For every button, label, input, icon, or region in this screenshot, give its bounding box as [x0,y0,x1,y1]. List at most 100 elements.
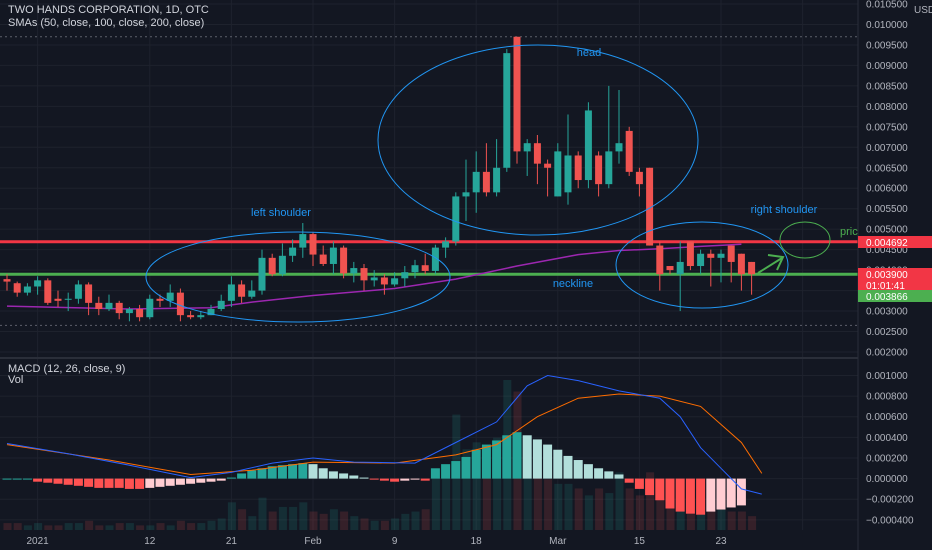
candle[interactable] [54,290,62,307]
macd-histogram-bar[interactable] [543,444,553,479]
macd-histogram-bar[interactable] [706,478,716,512]
candle[interactable] [615,89,623,164]
macd-histogram-bar[interactable] [512,432,522,479]
macd-histogram-bar[interactable] [216,478,226,481]
macd-histogram-bar[interactable] [624,478,634,483]
candle[interactable] [125,306,133,322]
candle[interactable] [442,237,450,258]
pattern-annotations[interactable]: head left shoulder right shoulder neckli… [145,44,858,323]
macd-histogram-bar[interactable] [716,478,726,510]
macd-histogram-bar[interactable] [155,478,165,487]
candle[interactable] [340,245,348,279]
candle[interactable] [350,261,358,283]
candle[interactable] [748,261,756,295]
candle[interactable] [136,304,144,322]
macd-histogram-bar[interactable] [186,478,196,484]
macd-histogram-bar[interactable] [247,470,257,479]
macd-histogram-bar[interactable] [379,478,389,481]
macd-histogram-bar[interactable] [267,466,277,479]
macd-histogram-bar[interactable] [237,473,247,479]
macd-histogram-bar[interactable] [553,449,563,479]
candle[interactable] [85,282,93,316]
macd-histogram-bar[interactable] [451,461,461,479]
candle[interactable] [380,274,388,295]
macd-histogram-bar[interactable] [288,464,298,479]
macd-histogram-bar[interactable] [696,478,706,515]
macd-legend[interactable]: MACD (12, 26, close, 9) [8,363,126,375]
candle[interactable] [238,280,246,303]
macd-histogram-bar[interactable] [339,473,349,479]
candle[interactable] [482,143,490,197]
candlesticks[interactable] [3,36,756,322]
candle[interactable] [533,135,541,185]
macd-histogram-bar[interactable] [2,478,12,480]
candle[interactable] [727,245,735,283]
candle[interactable] [401,266,409,287]
macd-histogram-bar[interactable] [594,468,604,479]
candle[interactable] [217,294,225,312]
macd-histogram-bar[interactable] [104,478,114,488]
macd-histogram-bar[interactable] [645,478,655,496]
left-shoulder-ellipse[interactable] [145,231,451,323]
macd-histogram-bar[interactable] [502,435,512,479]
macd-histogram-bar[interactable] [634,478,644,489]
head-ellipse[interactable] [377,44,699,236]
macd-histogram-bar[interactable] [22,478,32,480]
candle[interactable] [452,192,460,246]
candle[interactable] [3,274,11,291]
candle[interactable] [421,253,429,275]
macd-histogram-bar[interactable] [400,478,410,481]
macd-histogram-bar[interactable] [328,471,338,479]
candle[interactable] [299,223,307,258]
candle[interactable] [411,259,419,279]
macd-histogram-bar[interactable] [614,474,624,479]
candle[interactable] [115,300,123,320]
candle[interactable] [391,272,399,287]
candle[interactable] [605,85,613,189]
time-axis[interactable]: 2021 12 21 Feb 9 18 Mar 15 23 [26,536,727,547]
macd-histogram-bar[interactable] [573,460,583,479]
macd-histogram-bar[interactable] [410,478,420,480]
macd-histogram-bar[interactable] [73,478,83,486]
macd-histogram-bar[interactable] [145,478,155,488]
chart-title[interactable]: TWO HANDS CORPORATION, 1D, OTC [8,4,209,16]
macd-histogram-bar[interactable] [390,478,400,482]
macd-histogram-bar[interactable] [12,478,22,480]
macd-histogram-bar[interactable] [63,478,73,485]
candle[interactable] [666,266,674,275]
candle[interactable] [737,253,745,291]
breakout-arrow[interactable] [757,254,785,274]
macd-histogram-bar[interactable] [114,478,124,488]
candle[interactable] [166,284,174,307]
macd-histogram-bar[interactable] [665,478,675,509]
macd-histogram-bar[interactable] [492,440,502,479]
candle[interactable] [319,245,327,267]
macd-histogram-bar[interactable] [532,439,542,479]
macd-histogram-bar[interactable] [124,478,134,489]
candle[interactable] [13,281,21,297]
candle[interactable] [656,241,664,291]
macd-histogram-bar[interactable] [206,478,216,482]
macd-histogram-bar[interactable] [726,478,736,508]
candle[interactable] [574,151,582,189]
candle[interactable] [493,139,501,197]
candle[interactable] [207,304,215,316]
candle[interactable] [34,276,42,295]
candle[interactable] [105,294,113,312]
right-shoulder-ellipse[interactable] [615,221,789,309]
candle[interactable] [462,159,470,221]
macd-histogram-bar[interactable] [135,478,145,489]
macd-histogram-bar[interactable] [430,468,440,479]
macd-histogram-bar[interactable] [33,478,43,482]
candle[interactable] [595,151,603,197]
candle[interactable] [360,263,368,291]
candle[interactable] [176,288,184,322]
macd-histogram-bar[interactable] [308,464,318,479]
candle[interactable] [156,294,164,307]
candle[interactable] [74,280,82,304]
candle[interactable] [95,296,103,316]
candle[interactable] [544,159,552,197]
macd-histogram-bar[interactable] [226,477,236,479]
candle[interactable] [676,241,684,312]
macd-histogram-bar[interactable] [165,478,175,486]
